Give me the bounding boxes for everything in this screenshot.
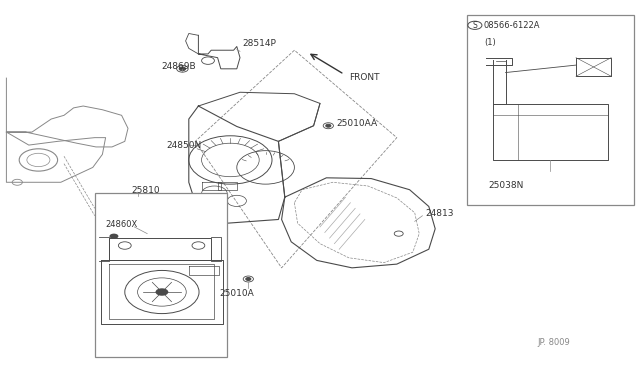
Text: 25010A: 25010A [220,289,254,298]
Circle shape [156,288,168,296]
Text: 25810: 25810 [131,186,160,195]
Circle shape [246,278,251,280]
Text: 24813: 24813 [426,209,454,218]
Circle shape [109,234,118,239]
Text: 24869B: 24869B [161,62,196,71]
Text: 25038N: 25038N [488,182,524,190]
Text: 08566-6122A: 08566-6122A [484,21,540,30]
Bar [95,193,227,357]
Circle shape [179,67,186,71]
Text: JP. 8009: JP. 8009 [538,338,570,347]
Bar [467,15,634,205]
Text: 24860X: 24860X [106,220,138,229]
Text: FRONT: FRONT [349,73,380,82]
Text: 24850N: 24850N [166,141,202,150]
Text: S: S [472,21,477,30]
Text: (1): (1) [484,38,495,46]
Circle shape [326,124,331,127]
Text: 25010AA: 25010AA [336,119,377,128]
Text: 28514P: 28514P [242,39,276,48]
